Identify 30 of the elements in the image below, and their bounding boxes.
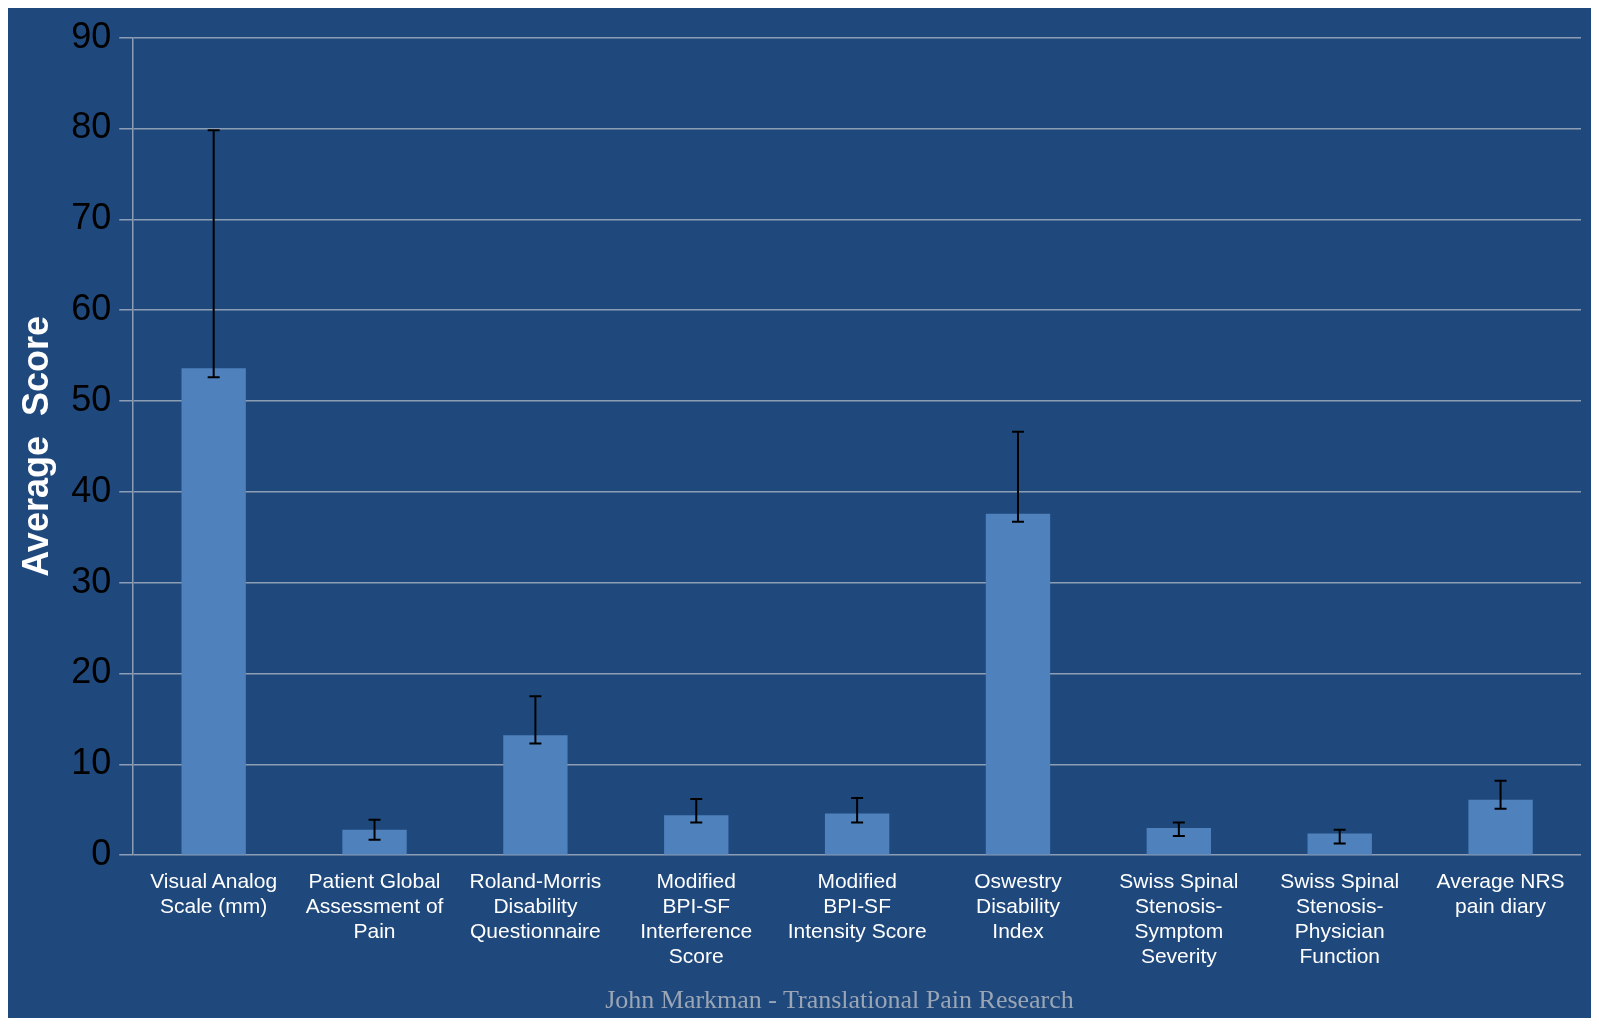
bar [342,829,407,855]
x-tick-label: Oswestry Disability Index [974,868,1063,942]
y-tick-label: 90 [71,14,112,56]
bar [985,513,1051,855]
bar [1468,799,1533,855]
text: John Markman - Translational Pain Research [605,984,1074,1014]
x-tick-label: Average NRS pain diary [1436,868,1565,917]
y-tick-label: 30 [71,559,112,601]
x-tick-label: Swiss Spinal Stenosis-Physician Function [1280,868,1400,968]
y-tick-label: 60 [71,287,112,329]
bar [181,368,246,855]
y-tick-label: 40 [71,468,112,510]
x-tick-label: Patient Global Assessment of Pain [305,868,444,942]
bar [1146,827,1212,855]
y-tick-label: 70 [71,196,112,238]
x-tick-label: Visual Analog Scale (mm) [150,868,278,917]
y-tick-label: 20 [71,650,112,692]
bar [824,813,890,855]
bar [664,815,729,855]
x-tick-label: Swiss Spinal Stenosis-Symptom Severity [1119,868,1239,968]
x-tick-label: Modified BPI-SF Interference Score [640,868,753,968]
y-tick-label: 50 [71,377,112,419]
bar [503,735,568,855]
y-axis-title: Average Score [14,315,56,577]
y-tick-label: 0 [91,832,112,874]
y-tick-label: 80 [71,105,112,147]
bar [1307,833,1372,855]
x-tick-label: Modified BPI-SF Intensity Score [787,868,927,942]
x-tick-label: Roland-Morris Disability Questionnaire [469,868,602,942]
y-tick-label: 10 [71,741,112,783]
